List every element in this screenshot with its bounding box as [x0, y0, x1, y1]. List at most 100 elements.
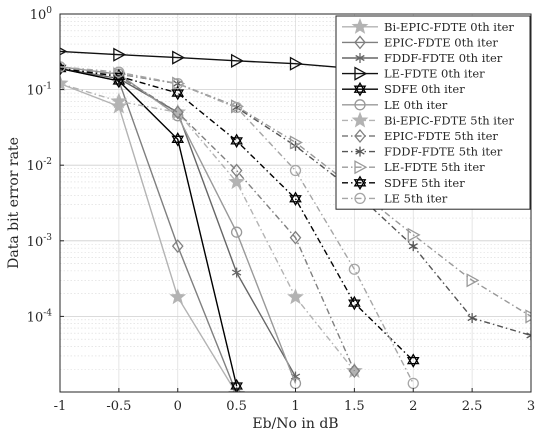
x-tick-label: 2.5	[462, 399, 483, 414]
data-point	[406, 353, 420, 368]
legend-label: LE 0th iter	[384, 98, 448, 112]
data-point	[231, 267, 242, 278]
legend-marker	[354, 192, 366, 205]
legend-label: FDDF-FDTE 5th iter	[384, 145, 503, 159]
legend-entry: EPIC-FDTE 5th iter	[342, 128, 498, 144]
data-point	[171, 239, 184, 254]
x-axis-label: Eb/No in dB	[252, 416, 338, 432]
data-point	[230, 163, 243, 178]
data-point	[467, 313, 477, 324]
y-tick-label: 10-2	[27, 157, 52, 174]
legend-entry: LE 5th iter	[342, 191, 448, 205]
legend-marker	[351, 17, 369, 34]
data-point	[171, 85, 185, 101]
data-point	[526, 330, 531, 341]
x-tick-label: 3	[527, 399, 535, 414]
series-line	[60, 67, 531, 317]
data-point	[525, 309, 531, 324]
legend-label: LE-FDTE 0th iter	[384, 67, 485, 81]
legend-entry: SDFE 5th iter	[342, 175, 465, 191]
data-point	[230, 226, 243, 238]
data-point	[110, 92, 128, 109]
y-tick-label: 100	[30, 6, 53, 23]
data-point	[289, 135, 303, 150]
legend-marker	[354, 35, 366, 50]
legend-label: SDFE 5th iter	[384, 176, 465, 190]
data-point	[348, 363, 361, 378]
data-point	[230, 53, 244, 68]
legend-marker	[354, 99, 366, 111]
legend-marker	[351, 111, 369, 128]
axis-ticks: -1 -0.5 0 0.5 1 1.5 2 2.5 3 10-4 10-3 10-2 10-1 100	[27, 6, 535, 414]
series-line	[60, 67, 414, 362]
data-point	[171, 105, 184, 120]
legend-entry: Bi-EPIC-FDTE 5th iter	[342, 111, 514, 128]
data-point	[289, 56, 303, 71]
data-point	[110, 97, 128, 114]
series-line	[60, 82, 237, 392]
legend-entry: LE-FDTE 0th iter	[342, 66, 485, 81]
series-line	[60, 82, 355, 372]
x-tick-label: -1	[54, 399, 67, 414]
data-point	[112, 68, 126, 84]
x-tick-label: 0	[174, 399, 182, 414]
legend-marker	[354, 66, 368, 81]
x-tick-label: 0.5	[226, 399, 247, 414]
legend-marker	[354, 160, 368, 175]
data-point	[172, 77, 184, 90]
x-tick-label: 2	[409, 399, 417, 414]
data-point	[466, 273, 480, 288]
legend-entry: EPIC-FDTE 0th iter	[342, 35, 498, 50]
data-point	[287, 288, 304, 305]
data-point	[169, 103, 187, 120]
series-11	[60, 61, 419, 390]
y-tick-label: 10-3	[27, 233, 53, 250]
data-point	[169, 288, 187, 305]
data-point	[171, 132, 185, 147]
legend-box	[335, 15, 531, 210]
series-line	[60, 66, 414, 384]
legend-label: LE 5th iter	[384, 191, 448, 205]
legend-label: Bi-EPIC-FDTE 5th iter	[384, 113, 514, 127]
data-point	[230, 133, 243, 149]
data-point	[289, 164, 302, 177]
legend-marker	[353, 81, 367, 97]
data-point	[348, 295, 361, 311]
y-axis-label: Data bit error rate	[6, 137, 22, 269]
legend-entry: Bi-EPIC-FDTE 0th iter	[342, 17, 514, 34]
legend-marker	[355, 146, 365, 157]
x-tick-label: 1	[291, 399, 299, 414]
series-line	[60, 67, 356, 372]
data-point	[228, 173, 245, 190]
legend-label: SDFE 0th iter	[384, 82, 465, 96]
data-point	[113, 47, 127, 62]
series-10	[60, 61, 420, 368]
data-point	[172, 50, 186, 65]
y-tick-label: 10-1	[27, 82, 52, 99]
series-line	[60, 67, 238, 387]
data-point	[289, 230, 302, 245]
legend-entry: SDFE 0th iter	[342, 81, 465, 97]
legend-label: FDDF-FDTE 0th iter	[384, 51, 503, 65]
y-tick-label: 10-4	[27, 308, 53, 325]
data-point	[60, 74, 69, 91]
legend-entry: LE 0th iter	[342, 98, 448, 112]
data-point	[408, 241, 418, 252]
legend-label: EPIC-FDTE 0th iter	[384, 35, 498, 49]
x-tick-label: -0.5	[106, 399, 131, 414]
legend-entry: FDDF-FDTE 5th iter	[342, 145, 503, 159]
legend-label: LE-FDTE 5th iter	[384, 160, 485, 174]
legend-marker	[353, 175, 367, 191]
x-tick-label: 1.5	[344, 399, 365, 414]
data-point	[289, 191, 302, 207]
legend-label: Bi-EPIC-FDTE 0th iter	[384, 20, 514, 34]
legend-marker	[354, 128, 366, 144]
legend-marker	[355, 53, 365, 63]
data-point	[113, 66, 125, 78]
legend-entry: FDDF-FDTE 0th iter	[342, 51, 503, 65]
data-point	[407, 227, 421, 242]
data-point	[230, 101, 243, 114]
legend-label: EPIC-FDTE 5th iter	[384, 129, 498, 143]
